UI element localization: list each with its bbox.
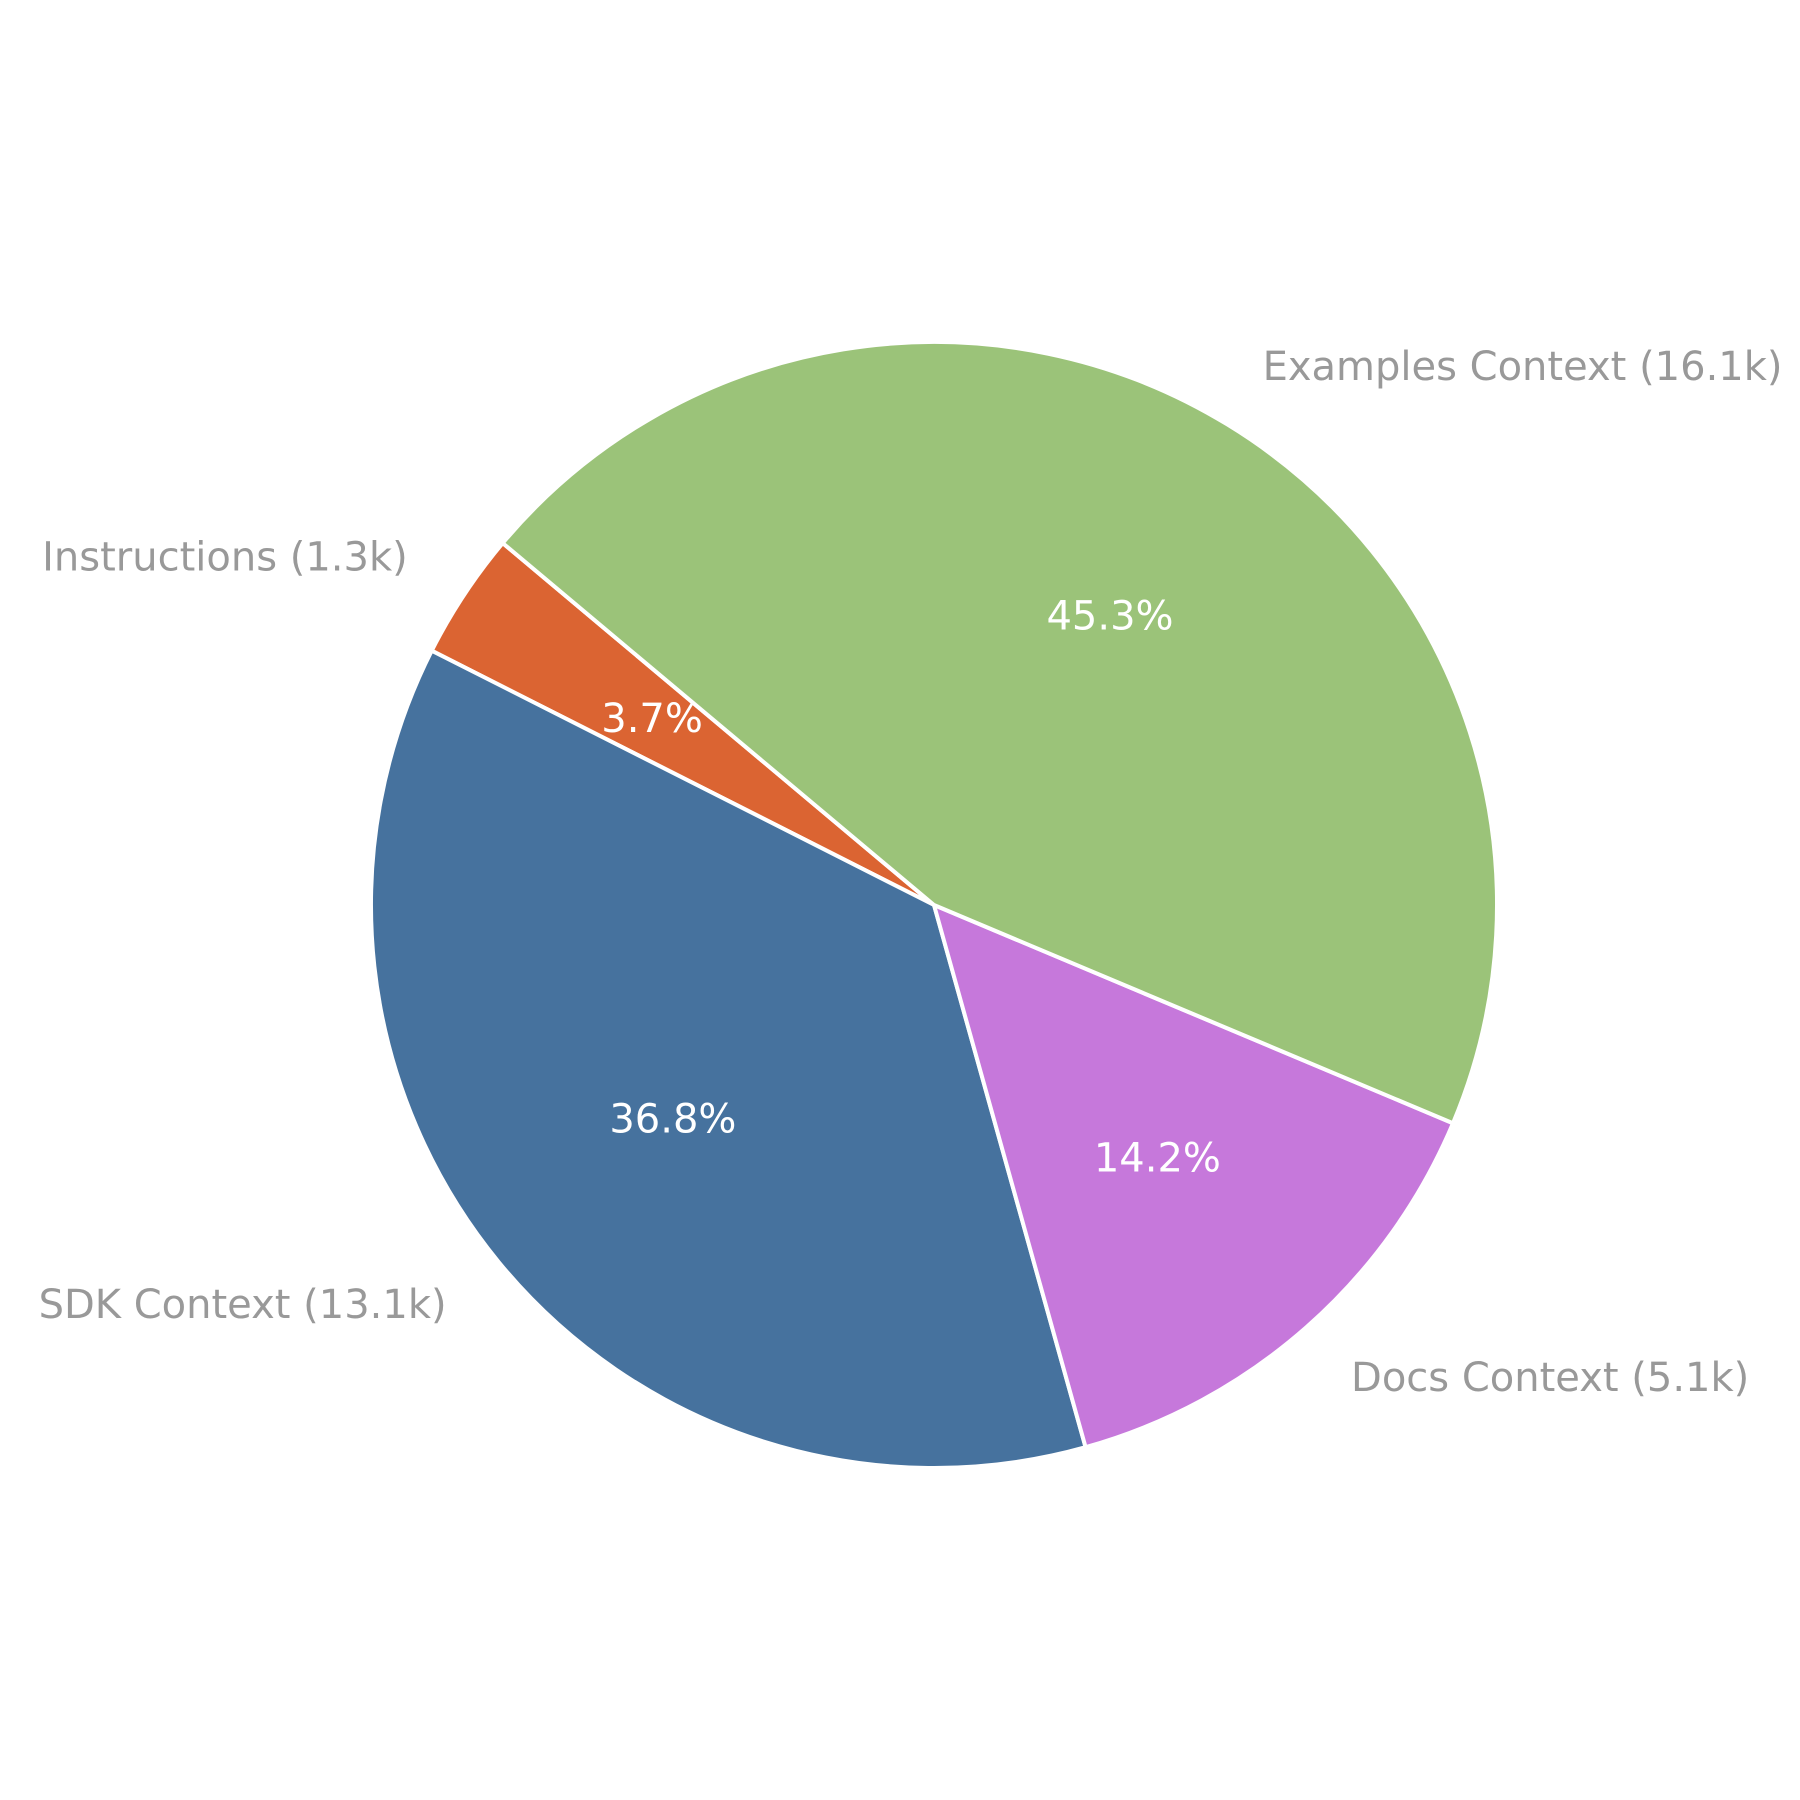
pie-labels: 3.7% Instructions (1.3k) 36.8% SDK Context … bbox=[39, 344, 1783, 1401]
pie-slice-sdk-context bbox=[369, 648, 1088, 1470]
pie-percent-label-examples-context: 45.3% bbox=[1046, 594, 1173, 640]
pie-category-label-examples-context: Examples Context (16.1k) bbox=[1263, 344, 1783, 390]
pie-slice-docs-context bbox=[932, 903, 1455, 1450]
pie-percent-label-docs-context: 14.2% bbox=[1094, 1135, 1221, 1181]
pie-category-label-docs-context: Docs Context (5.1k) bbox=[1351, 1355, 1749, 1401]
pie-category-label-instructions: Instructions (1.3k) bbox=[42, 535, 408, 581]
pie-category-label-sdk-context: SDK Context (13.1k) bbox=[39, 1282, 447, 1328]
pie-slices bbox=[369, 340, 1499, 1470]
pie-percent-label-sdk-context: 36.8% bbox=[609, 1096, 736, 1142]
pie-slice-examples-context bbox=[500, 340, 1499, 1126]
pie-percent-label-instructions: 3.7% bbox=[601, 696, 703, 742]
